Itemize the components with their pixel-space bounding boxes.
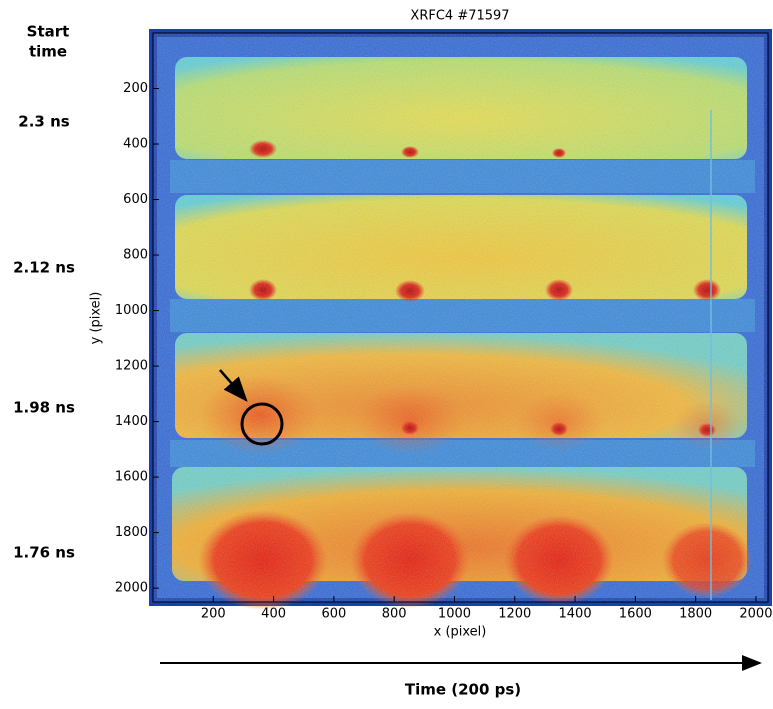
y-tick-label: 1000	[115, 303, 148, 318]
annotation	[219, 369, 284, 446]
y-tick-label: 600	[123, 192, 148, 207]
y-axis-label: y (pixel)	[89, 292, 104, 345]
frame-time-label: 2.12 ns	[13, 259, 75, 277]
frame-time-label: 1.98 ns	[13, 399, 75, 417]
x-tick-label: 1000	[438, 607, 471, 622]
y-tick-label: 1800	[115, 525, 148, 540]
y-tick-label: 200	[123, 81, 148, 96]
y-tick-label: 1600	[115, 470, 148, 485]
x-tick-label: 600	[321, 607, 346, 622]
y-tick-label: 400	[123, 137, 148, 152]
frame-time-label: 1.76 ns	[13, 544, 75, 562]
start-time-label: time	[29, 43, 67, 61]
frame-time-label: 2.3 ns	[18, 113, 69, 131]
time-axis-label: Time (200 ps)	[405, 681, 521, 699]
y-tick-label: 800	[123, 248, 148, 263]
x-tick-label: 1800	[679, 607, 712, 622]
x-tick-label: 800	[382, 607, 407, 622]
x-axis-label: x (pixel)	[434, 625, 487, 640]
y-tick-label: 1200	[115, 359, 148, 374]
x-tick-label: 1600	[619, 607, 652, 622]
start-time-label: Start	[27, 23, 70, 41]
x-tick-label: 2000	[739, 607, 772, 622]
chart-title: XRFC4 #71597	[410, 9, 509, 24]
y-tick-label: 1400	[115, 414, 148, 429]
x-tick-label: 1400	[559, 607, 592, 622]
x-tick-label: 200	[201, 607, 226, 622]
x-tick-label: 1200	[498, 607, 531, 622]
plot-frame	[152, 32, 769, 603]
image	[149, 29, 772, 610]
x-tick-label: 400	[261, 607, 286, 622]
y-tick-label: 2000	[115, 581, 148, 596]
